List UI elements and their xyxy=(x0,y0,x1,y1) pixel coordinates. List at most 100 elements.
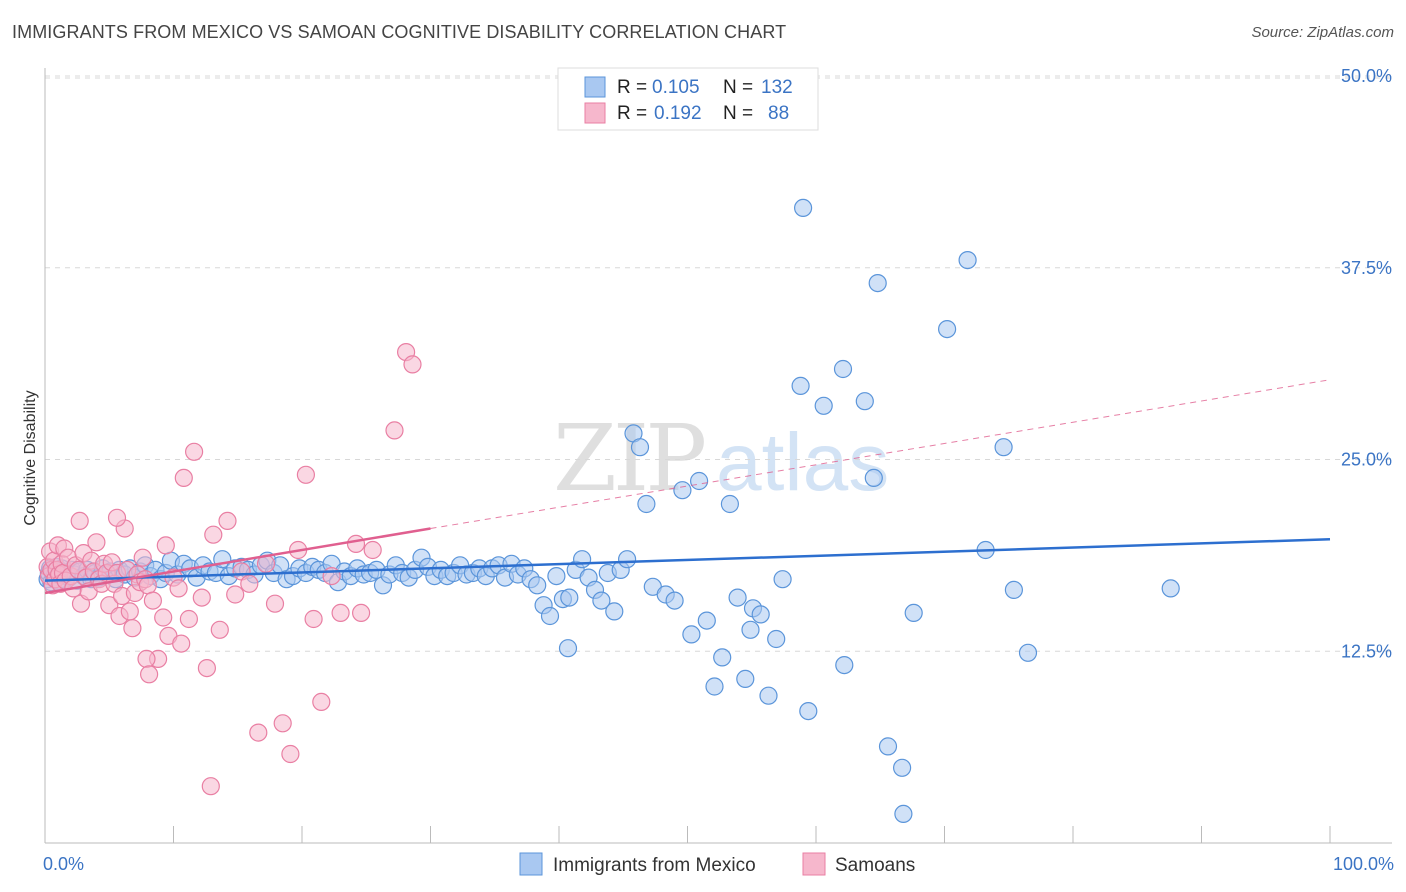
mexico-point xyxy=(617,550,637,569)
samoans-point xyxy=(197,658,216,678)
stats-n-label: N = xyxy=(723,103,753,124)
samoans-point xyxy=(240,574,259,593)
mexico-point xyxy=(868,274,887,293)
samoans-point xyxy=(185,442,204,461)
samoans-point xyxy=(265,594,285,613)
samoans-point xyxy=(120,602,139,621)
samoans-point xyxy=(312,692,331,712)
mexico-point xyxy=(673,481,692,500)
mexico-point xyxy=(637,494,656,514)
legend-label-mexico: Immigrants from Mexico xyxy=(553,855,756,876)
samoans-point xyxy=(140,665,159,684)
mexico-point xyxy=(528,576,547,595)
samoans-point xyxy=(174,468,193,487)
mexico-point xyxy=(814,396,833,415)
stats-r-label: R = xyxy=(617,77,647,98)
mexico-point xyxy=(592,591,611,610)
stats-r-value: 0.105 xyxy=(652,77,700,98)
mexico-point xyxy=(835,655,854,675)
stats-n-label: N = xyxy=(723,77,753,98)
y-tick-label: 50.0% xyxy=(1341,66,1392,86)
stats-swatch-blue xyxy=(584,76,606,98)
mexico-point xyxy=(767,629,786,649)
trend-lines xyxy=(44,379,1331,595)
y-axis-label: Cognitive Disability xyxy=(22,390,39,525)
mexico-point xyxy=(547,566,566,586)
mexico-point xyxy=(1018,643,1038,662)
samoans-point xyxy=(107,508,127,527)
x-tick-labels: 0.0% 100.0% xyxy=(43,854,1394,874)
samoans-point xyxy=(133,548,152,567)
watermark: ZIP atlas xyxy=(553,405,889,512)
mexico-point xyxy=(736,669,755,689)
samoans-trend-extension xyxy=(430,379,1331,530)
samoans-point xyxy=(138,576,157,595)
samoans-point xyxy=(281,744,300,764)
mexico-point xyxy=(682,625,701,644)
mexico-point xyxy=(1004,580,1024,600)
samoans-point xyxy=(249,723,268,742)
mexico-point xyxy=(689,471,709,491)
chart-title: IMMIGRANTS FROM MEXICO VS SAMOAN COGNITI… xyxy=(12,22,787,42)
samoans-point xyxy=(143,591,162,610)
legend-label-samoans: Samoans xyxy=(835,855,915,876)
y-tick-label: 37.5% xyxy=(1341,258,1392,278)
samoans-trend-line xyxy=(44,527,431,595)
samoans-point xyxy=(226,585,245,604)
samoans-point xyxy=(87,533,106,552)
legend-swatch-mexico xyxy=(519,852,543,876)
samoans-point xyxy=(403,355,422,374)
stats-r-value: 0.192 xyxy=(654,103,702,124)
mexico-point xyxy=(799,701,818,721)
samoans-point xyxy=(192,588,211,607)
mexico-point xyxy=(728,588,747,607)
legend-swatch-samoans xyxy=(802,852,826,876)
samoans-point xyxy=(273,714,292,733)
x-tick-label: 100.0% xyxy=(1333,854,1394,874)
mexico-point xyxy=(793,198,813,217)
mexico-point xyxy=(741,620,760,639)
watermark-atlas: atlas xyxy=(716,417,889,508)
mexico-point xyxy=(904,603,923,623)
mexico-point xyxy=(833,359,853,379)
mexico-point xyxy=(878,737,898,756)
mexico-point xyxy=(665,591,684,610)
samoans-point xyxy=(169,579,188,598)
stats-n-value: 132 xyxy=(761,77,793,98)
samoans-point xyxy=(296,465,315,484)
stats-legend: R = 0.105 N = 132 R = 0.192 N = 88 xyxy=(557,67,819,131)
source-credit: Source: ZipAtlas.com xyxy=(1251,24,1394,41)
samoans-point xyxy=(137,649,156,669)
x-tick-label: 0.0% xyxy=(43,854,84,874)
mexico-point xyxy=(773,570,792,589)
mexico-point xyxy=(892,758,912,777)
mexico-point xyxy=(864,468,883,487)
axes xyxy=(44,68,1392,844)
mexico-point xyxy=(560,588,579,607)
samoans-point xyxy=(304,609,323,629)
samoans-point xyxy=(352,603,371,623)
samoans-point xyxy=(204,525,223,544)
samoans-point xyxy=(123,619,142,638)
samoans-point xyxy=(218,511,237,531)
mexico-point xyxy=(751,605,770,624)
mexico-point xyxy=(855,392,874,411)
y-tick-label: 25.0% xyxy=(1341,450,1392,470)
mexico-point xyxy=(630,438,650,457)
series-legend: Immigrants from Mexico Samoans xyxy=(519,852,915,876)
mexico-point xyxy=(713,648,732,667)
y-tick-label: 12.5% xyxy=(1341,641,1392,661)
y-tick-labels: 12.5% 25.0% 37.5% 50.0% xyxy=(1341,66,1392,661)
mexico-point xyxy=(994,438,1013,457)
mexico-point xyxy=(958,251,977,270)
stats-n-value: 88 xyxy=(768,103,789,124)
mexico-point xyxy=(759,686,778,705)
samoans-point xyxy=(346,534,366,554)
stats-swatch-pink xyxy=(584,102,606,124)
samoans-point xyxy=(210,620,229,639)
mexico-point xyxy=(572,550,592,569)
mexico-point xyxy=(558,639,578,658)
samoans-point xyxy=(385,421,404,440)
mexico-point xyxy=(894,804,913,824)
